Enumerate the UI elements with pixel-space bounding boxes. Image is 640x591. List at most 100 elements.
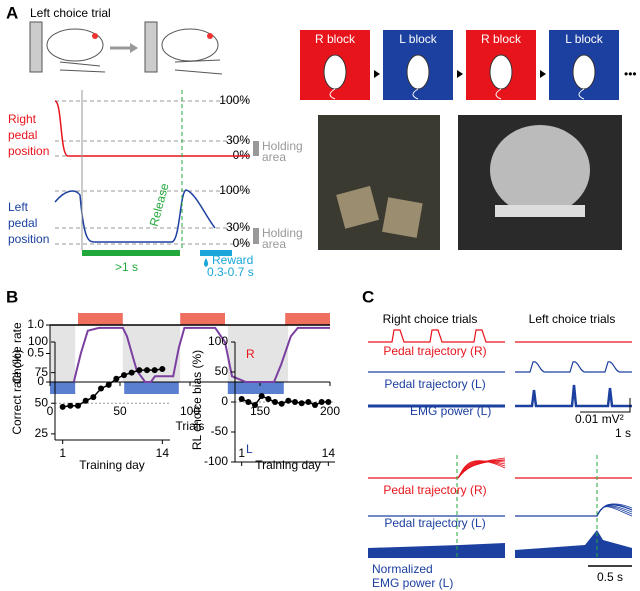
trace-label: Normalized: [372, 562, 433, 576]
data-point: [159, 365, 166, 372]
holding-bar: [253, 141, 259, 156]
shaded-block: [227, 325, 288, 382]
data-point: [258, 393, 265, 399]
holding-label: area: [262, 150, 286, 164]
data-point: [75, 402, 81, 409]
right-choices: [180, 313, 225, 325]
trace-l: [596, 506, 633, 517]
y-tick-label: 1.0: [27, 317, 44, 331]
pedal-label: pedal: [8, 128, 37, 142]
tail: [329, 88, 336, 100]
reward-bar: [200, 250, 232, 256]
block-label: R block: [315, 32, 356, 46]
x-tick-label: 0: [47, 404, 54, 418]
mouse: [489, 54, 513, 90]
trace-label: EMG power (L): [372, 576, 453, 590]
holding-label: Holding: [262, 226, 303, 240]
data-point: [113, 375, 120, 382]
data-point: [305, 399, 312, 405]
y-tick-label: 25: [35, 426, 49, 440]
data-point: [278, 400, 285, 407]
trace-r: [368, 459, 506, 479]
y-tick-label: 100: [28, 334, 48, 348]
scale-label: 1 s: [615, 426, 631, 440]
trace-label: Pedal trajectory (L): [384, 377, 485, 391]
y-tick-label: 100: [208, 334, 228, 348]
level-label: 0%: [233, 148, 251, 162]
left-choices: [50, 382, 76, 394]
block-arrow: [540, 70, 546, 78]
holding-label: Holding: [262, 139, 303, 153]
x-tick-label: 14: [156, 446, 170, 460]
x-tick-label: 50: [113, 404, 127, 418]
block-arrow: [374, 70, 380, 78]
photos: [318, 115, 622, 250]
data-point: [318, 399, 325, 405]
panel-label: A: [6, 3, 18, 22]
data-point: [252, 402, 258, 408]
mouse: [323, 54, 347, 90]
left-trace: [54, 189, 216, 243]
level-label: 30%: [226, 220, 250, 234]
tail: [495, 88, 502, 100]
data-line: [72, 326, 330, 383]
y-tick-label: -50: [211, 424, 229, 438]
data-point: [312, 402, 318, 408]
holding-label: area: [262, 237, 286, 251]
pedal-label: Left: [8, 200, 29, 214]
pedal-label: position: [8, 232, 49, 246]
y-tick-label: 50: [35, 395, 49, 409]
data-point: [298, 400, 305, 407]
mouse-illustrations: [29, 21, 223, 75]
data-point: [292, 399, 298, 405]
y-axis-title: RL choice bias (%): [190, 350, 204, 450]
trace-label: Pedal trajectory (R): [383, 344, 486, 358]
y-tick-label: 75: [35, 365, 49, 379]
left-choices: [124, 382, 179, 394]
ellipsis: •••: [624, 67, 637, 81]
scale-label: 0.01 mV²: [575, 412, 624, 426]
release-label: Release: [147, 181, 172, 227]
y-tick-label: -100: [204, 454, 228, 468]
pedal-label: position: [8, 144, 49, 158]
trace-l: [515, 361, 632, 373]
trace-r: [368, 329, 505, 343]
data-point: [245, 399, 252, 405]
data-point: [98, 385, 104, 392]
trace-label: Pedal trajectory (L): [384, 516, 485, 530]
data-point: [105, 381, 112, 388]
data-point: [265, 396, 272, 402]
y-tick-label: 0.5: [27, 346, 44, 360]
reward-label: Reward: [212, 253, 253, 267]
level-label: 30%: [226, 133, 250, 147]
trace-r: [457, 460, 506, 479]
block-label: R block: [481, 32, 522, 46]
right-trace: [54, 100, 250, 157]
panel-label: C: [362, 287, 374, 306]
shaded-block: [50, 325, 76, 382]
data-point: [121, 372, 127, 379]
data-point: [151, 367, 158, 374]
holding-bar: [253, 228, 259, 244]
data-point: [144, 367, 150, 374]
column-title: Left choice trials: [529, 312, 616, 326]
block-arrow: [457, 70, 463, 78]
data-point: [238, 396, 245, 402]
pedal-label: pedal: [8, 216, 37, 230]
trace-label: Pedal trajectory (R): [383, 483, 486, 497]
y-tick-label: 0: [221, 394, 228, 408]
tail: [412, 88, 419, 100]
left-choices: [227, 382, 284, 394]
title: Left choice trial: [30, 6, 111, 20]
scale-bar: [580, 398, 631, 413]
data-point: [82, 397, 89, 404]
hold-bar: [82, 250, 180, 256]
y-tick-label: 50: [215, 364, 229, 378]
panel-label: B: [6, 287, 18, 306]
level-label: 100%: [219, 93, 250, 107]
x-axis-title: Trials: [176, 419, 205, 433]
y-tick-label: 0: [37, 374, 44, 388]
pedal-label: Right: [8, 112, 37, 126]
left-label: L: [246, 442, 253, 456]
